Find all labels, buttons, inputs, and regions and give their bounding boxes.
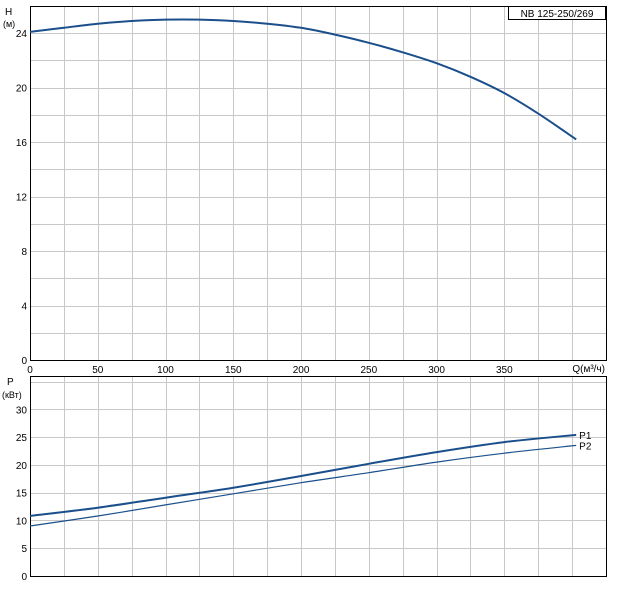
power-tick-label: 0 <box>21 572 27 583</box>
flow-tick-label: 300 <box>428 365 445 376</box>
flow-tick-label: 200 <box>293 365 310 376</box>
head-tick-label: 12 <box>16 193 28 204</box>
head-tick-label: 4 <box>21 302 27 313</box>
head-axis-unit: (м) <box>3 19 15 29</box>
flow-tick-label: 350 <box>496 365 513 376</box>
head-tick-label: 24 <box>16 29 28 40</box>
power-tick-label: 5 <box>21 544 27 555</box>
power-tick-label: 15 <box>16 489 28 500</box>
power-axis-symbol: P <box>7 377 14 388</box>
model-label-box <box>508 6 606 20</box>
flow-tick-label: 0 <box>27 365 33 376</box>
flow-tick-label: 150 <box>225 365 242 376</box>
power-tick-label: 20 <box>16 461 28 472</box>
model-label: NB 125-250/269 <box>521 9 594 20</box>
power-tick-label: 10 <box>16 516 28 527</box>
power-curve-p2 <box>29 444 577 527</box>
power-chart-frame <box>30 376 607 577</box>
series-label-p1: P1 <box>579 431 592 442</box>
head-chart-frame <box>30 6 607 361</box>
series-label-p2: P2 <box>579 441 592 452</box>
flow-axis-label: Q(м³/ч) <box>572 364 605 375</box>
head-chart-ticks: 0 50 100 150 200 250 300 350 0 4 8 12 16 20 24 <box>16 29 513 376</box>
flow-tick-label: 250 <box>360 365 377 376</box>
head-tick-label: 0 <box>21 356 27 367</box>
head-axis-symbol: H <box>5 7 12 18</box>
flow-tick-label: 50 <box>92 365 104 376</box>
head-tick-label: 16 <box>16 138 28 149</box>
flow-tick-label: 100 <box>157 365 174 376</box>
head-chart-grid <box>30 6 606 360</box>
head-tick-label: 20 <box>16 84 28 95</box>
head-curve <box>29 18 577 141</box>
power-curve-p1 <box>29 433 577 517</box>
power-tick-label: 30 <box>16 405 28 416</box>
power-chart-grid <box>30 376 606 576</box>
head-tick-label: 8 <box>21 247 27 258</box>
power-chart-ticks: 0 5 10 15 20 25 30 <box>16 405 28 583</box>
power-tick-label: 25 <box>16 433 28 444</box>
power-axis-unit: (кВт) <box>2 390 22 400</box>
